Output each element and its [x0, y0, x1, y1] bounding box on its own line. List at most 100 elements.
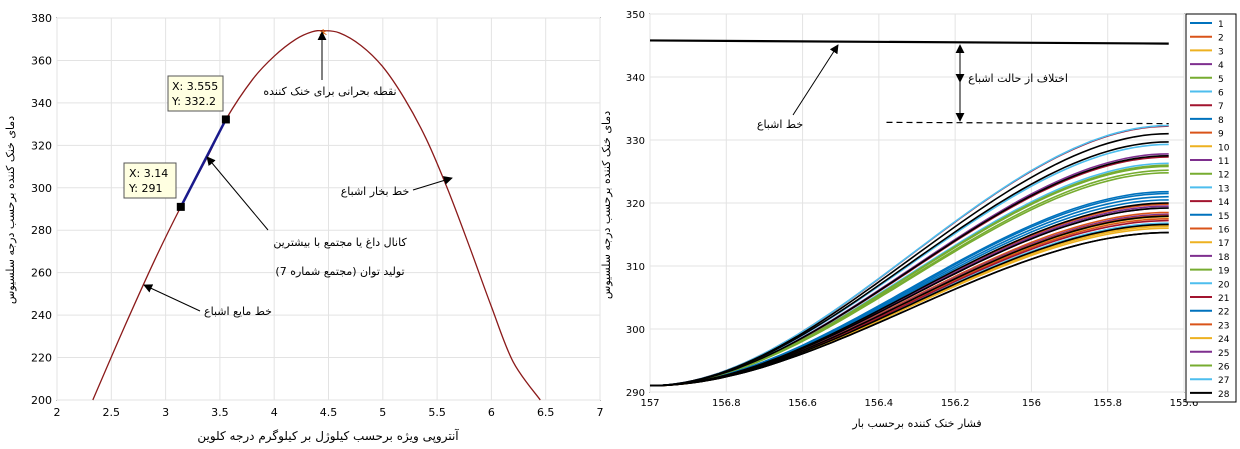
left-y-tick-label: 240 [31, 309, 52, 322]
left-x-tick-label: 4.5 [320, 406, 338, 419]
arrow-liquid [143, 284, 201, 312]
legend-label-28: 28 [1218, 390, 1230, 400]
legend[interactable]: 1234567891011121314151617181920212223242… [1185, 13, 1237, 403]
left-chart: 2 2.5 3 3.5 4 4.5 5 5.5 6 6.5 7 200 220 240 260 280 300 3… [4, 12, 604, 444]
legend-label-11: 11 [1218, 157, 1229, 167]
left-x-tick-label: 3 [162, 406, 169, 419]
arrow-hot-channel [206, 156, 269, 231]
right-y-tick-label: 290 [626, 388, 645, 399]
series-line-22 [649, 190, 1169, 387]
datatip-lower[interactable]: X: 3.14 Y: 291 [123, 162, 177, 199]
legend-label-22: 22 [1218, 308, 1229, 318]
annotation-saturated-liquid: خط مایع اشباع [204, 305, 272, 318]
legend-label-26: 26 [1218, 363, 1230, 373]
legend-label-3: 3 [1218, 47, 1224, 57]
annotation-saturated-vapor: خط بخار اشباع [341, 185, 410, 198]
series-line-black [649, 231, 1169, 387]
arrow-saturation [792, 44, 839, 116]
right-x-tick-label: 156.2 [941, 398, 970, 409]
right-x-tick-label: 155.6 [1170, 398, 1199, 409]
legend-label-13: 13 [1218, 184, 1229, 194]
left-grid [56, 17, 601, 401]
series-line-black [649, 141, 1169, 387]
right-y-tick-label: 330 [626, 136, 645, 147]
legend-label-4: 4 [1218, 61, 1224, 71]
max-temperature-dashed-line [886, 121, 1169, 125]
left-x-tick-label: 2.5 [103, 406, 121, 419]
right-y-tick-label: 350 [626, 10, 645, 21]
right-tick-labels: 157 156.8 156.6 156.4 156.2 156 155.8 155.6 290 3… [626, 10, 1198, 409]
left-y-tick-label: 340 [31, 97, 52, 110]
right-chart: 157 156.8 156.6 156.4 156.2 156 155.8 155.62903… [600, 10, 1237, 430]
left-y-tick-label: 380 [31, 12, 52, 25]
saturation-line [649, 39, 1169, 45]
annotation-saturation-line: خط اشباع [757, 118, 803, 131]
left-x-tick-label: 2 [54, 406, 61, 419]
legend-label-10: 10 [1218, 143, 1230, 153]
critical-point-marker: * [319, 26, 327, 45]
right-x-axis-title: فشار خنک کننده برحسب بار [851, 417, 981, 430]
annotation-hot-channel-2: تولید توان (مجتمع شماره 7) [275, 265, 404, 278]
left-y-tick-label: 260 [31, 267, 52, 280]
series-line-black [649, 155, 1169, 387]
left-y-tick-label: 320 [31, 139, 52, 152]
annotation-critical-point: نقطه بحرانی برای خنک کننده [263, 85, 396, 98]
legend-label-19: 19 [1218, 267, 1230, 277]
left-x-tick-label: 3.5 [211, 406, 229, 419]
legend-label-20: 20 [1218, 280, 1230, 290]
datatip-upper-x: X: 3.555 [172, 80, 218, 93]
legend-label-9: 9 [1218, 130, 1224, 140]
legend-label-18: 18 [1218, 253, 1230, 263]
right-y-tick-label: 300 [626, 325, 645, 336]
left-x-tick-label: 5.5 [428, 406, 446, 419]
left-x-tick-label: 5 [379, 406, 386, 419]
legend-label-27: 27 [1218, 376, 1229, 386]
left-x-tick-label: 6 [488, 406, 495, 419]
right-x-tick-label: 156.8 [712, 398, 741, 409]
legend-label-17: 17 [1218, 239, 1229, 249]
legend-label-25: 25 [1218, 349, 1229, 359]
datatip-upper[interactable]: X: 3.555 Y: 332.2 [167, 75, 224, 112]
legend-label-8: 8 [1218, 116, 1224, 126]
right-y-tick-label: 320 [626, 199, 645, 210]
datatip-lower-y: Y: 291 [128, 182, 162, 195]
left-y-tick-label: 280 [31, 224, 52, 237]
right-y-tick-label: 340 [626, 73, 645, 84]
legend-label-7: 7 [1218, 102, 1224, 112]
annotation-hot-channel-1: کانال داغ یا مجتمع با بیشترین [273, 236, 407, 249]
left-tick-labels: 2 2.5 3 3.5 4 4.5 5 5.5 6 6.5 7 200 220 240 260 280 300 3… [31, 12, 604, 419]
right-x-tick-label: 156.4 [865, 398, 894, 409]
legend-label-16: 16 [1218, 226, 1230, 236]
left-y-axis-title: دمای خنک کننده برحسب درجه سلسیوس [4, 116, 17, 304]
legend-label-21: 21 [1218, 294, 1229, 304]
datatip-marker[interactable] [221, 115, 230, 124]
left-y-tick-label: 360 [31, 54, 52, 67]
legend-label-15: 15 [1218, 212, 1229, 222]
left-y-tick-label: 300 [31, 182, 52, 195]
datatip-lower-x: X: 3.14 [129, 167, 168, 180]
left-markers [176, 115, 230, 211]
annotation-saturation-gap: اختلاف از حالت اشباع [968, 72, 1068, 85]
legend-label-5: 5 [1218, 75, 1224, 85]
right-x-tick-label: 157 [640, 398, 659, 409]
legend-label-14: 14 [1218, 198, 1230, 208]
datatip-upper-y: Y: 332.2 [171, 95, 216, 108]
left-y-tick-label: 200 [31, 394, 52, 407]
right-y-axis-title: دمای خنک کننده برحسب درجه سلسیوس [600, 111, 613, 299]
left-x-tick-label: 4 [271, 406, 278, 419]
right-x-tick-label: 155.8 [1093, 398, 1122, 409]
legend-label-23: 23 [1218, 321, 1229, 331]
left-y-tick-label: 220 [31, 352, 52, 365]
right-x-tick-label: 156 [1022, 398, 1041, 409]
right-y-tick-label: 310 [626, 262, 645, 273]
legend-label-6: 6 [1218, 89, 1224, 99]
left-x-tick-label: 6.5 [537, 406, 555, 419]
legend-label-12: 12 [1218, 171, 1229, 181]
datatip-marker[interactable] [176, 202, 185, 211]
left-x-tick-label: 7 [597, 406, 604, 419]
left-x-axis-title: آنتروپی ویژه برحسب کیلوژل بر کیلوگرم درج… [197, 428, 459, 444]
hot-channel-line [179, 118, 227, 208]
arrow-vapor [412, 176, 453, 191]
left-series [92, 29, 541, 401]
